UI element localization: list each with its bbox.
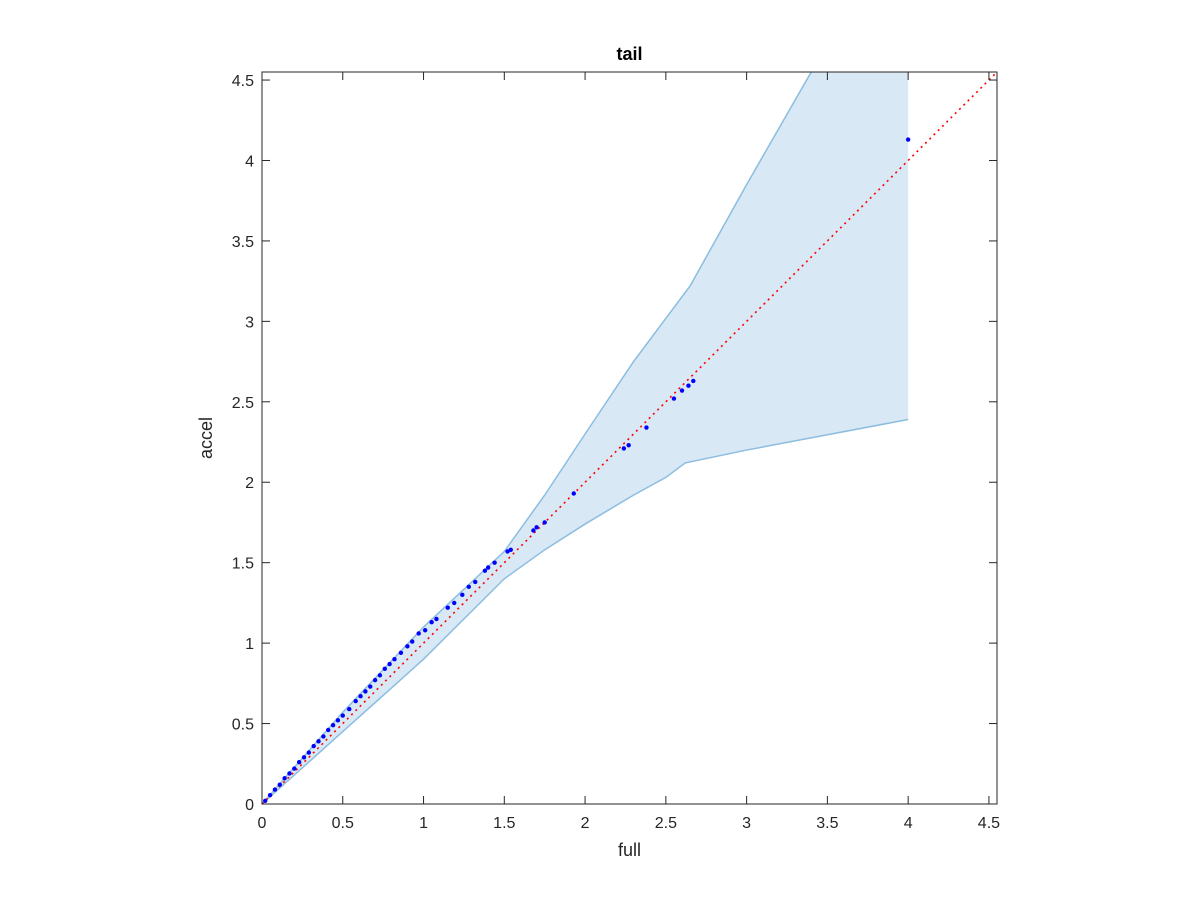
data-point: [621, 446, 627, 451]
data-point: [263, 798, 268, 803]
y-tick-label: 2: [245, 475, 254, 492]
data-point: [335, 718, 341, 723]
data-point: [905, 137, 911, 142]
data-point: [644, 425, 649, 430]
reference-line: [261, 71, 998, 805]
data-point: [316, 739, 321, 744]
data-point: [485, 565, 491, 570]
data-point: [429, 620, 434, 625]
y-tick-label: 0.5: [232, 717, 254, 734]
data-point: [531, 528, 536, 533]
y-axis-label: accel: [196, 417, 216, 459]
x-tick-label: 4.5: [978, 815, 1000, 832]
data-point: [321, 734, 326, 739]
data-point: [368, 684, 373, 689]
data-point: [301, 755, 307, 760]
data-point: [422, 628, 428, 633]
data-point: [358, 694, 363, 699]
x-tick-label: 0: [258, 815, 267, 832]
y-tick-label: 1: [245, 636, 254, 653]
data-point: [282, 776, 287, 781]
y-tick-label: 1.5: [232, 556, 254, 573]
data-point: [405, 644, 410, 649]
data-point: [272, 787, 278, 792]
data-point: [330, 722, 336, 728]
axes-box: [261, 71, 998, 805]
data-point: [691, 378, 696, 384]
data-point: [410, 639, 415, 644]
data-point: [508, 547, 513, 553]
data-point: [382, 666, 387, 672]
y-tick-label: 2.5: [232, 395, 254, 412]
data-point: [671, 396, 677, 401]
y-tick-label: 4.5: [232, 73, 254, 90]
data-point: [347, 706, 352, 712]
x-tick-label: 1: [419, 815, 428, 832]
x-tick-label: 1.5: [493, 815, 515, 832]
data-point: [363, 689, 368, 694]
data-point: [492, 560, 497, 565]
data-point: [398, 650, 404, 655]
data-point: [416, 631, 421, 636]
x-axis-label: full: [618, 840, 641, 860]
data-point: [542, 520, 547, 525]
data-point: [466, 584, 471, 590]
data-point: [377, 673, 383, 678]
y-tick-label: 3.5: [232, 234, 254, 251]
data-point: [460, 592, 465, 598]
x-tick-label: 2: [581, 815, 590, 832]
data-point: [306, 750, 312, 755]
data-point: [267, 792, 273, 798]
data-point: [353, 698, 358, 704]
x-tick-label: 3.5: [816, 815, 838, 832]
data-point: [277, 782, 282, 787]
data-point: [326, 727, 331, 733]
x-tick-label: 0.5: [332, 815, 354, 832]
data-point: [392, 657, 397, 662]
data-point: [534, 525, 539, 530]
data-point: [387, 661, 392, 667]
y-tick-label: 4: [245, 153, 254, 170]
data-point: [340, 713, 345, 718]
data-point: [686, 383, 691, 388]
data-point: [292, 766, 297, 771]
band-fill: [262, 72, 909, 804]
chart-title: tail: [616, 44, 642, 64]
confidence-band: [261, 71, 909, 805]
y-tick-label: 0: [245, 797, 254, 814]
data-point: [287, 771, 292, 776]
data-point: [473, 579, 478, 585]
data-point: [445, 605, 450, 610]
x-tick-label: 4: [904, 815, 913, 832]
data-point: [482, 568, 488, 573]
data-point: [679, 388, 685, 393]
data-point: [296, 759, 302, 765]
band-lower-edge: [261, 418, 909, 805]
y-tick-label: 3: [245, 314, 254, 331]
data-point: [311, 743, 316, 749]
axes: 0 0.5 1 1.5 2 2.5 3 3.5 4 4.5 0 0.5 1 1.5 2 2.5 3 3.5 4 4.5: [232, 71, 1000, 832]
reference-line-layer: [261, 71, 998, 805]
data-point: [452, 600, 457, 606]
x-tick-label: 2.5: [655, 815, 677, 832]
x-tick-label: 3: [742, 815, 751, 832]
data-point: [626, 443, 631, 448]
data-point: [372, 677, 378, 683]
data-point: [571, 491, 576, 496]
data-point: [434, 616, 439, 622]
data-points: [263, 137, 911, 803]
